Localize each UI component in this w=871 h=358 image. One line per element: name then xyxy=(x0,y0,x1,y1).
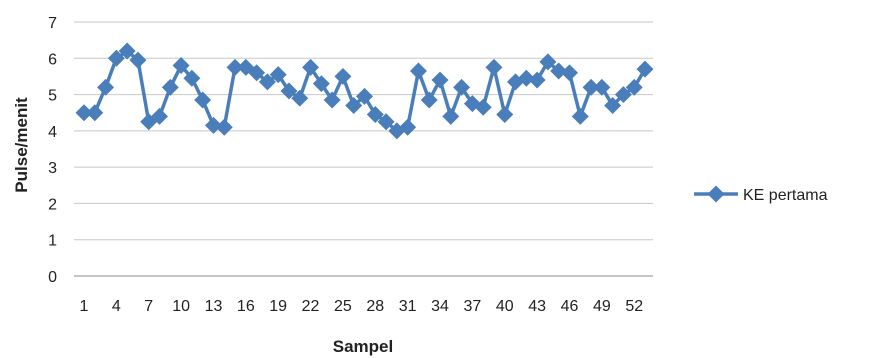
data-point xyxy=(528,71,546,89)
data-point xyxy=(409,62,427,80)
legend-marker xyxy=(707,185,725,203)
data-point xyxy=(604,96,622,114)
data-point xyxy=(323,91,341,109)
data-point xyxy=(474,98,492,116)
y-axis-title: Pulse/menit xyxy=(12,97,31,193)
legend-label: KE pertama xyxy=(743,187,828,204)
y-tick-label: 3 xyxy=(48,160,57,177)
data-point xyxy=(75,104,93,122)
data-point xyxy=(636,60,654,78)
x-axis-title: Sampel xyxy=(333,337,393,356)
x-tick-label: 46 xyxy=(561,298,579,315)
data-point xyxy=(571,107,589,125)
data-point xyxy=(248,64,266,82)
data-point xyxy=(582,78,600,96)
x-tick-label: 52 xyxy=(625,298,643,315)
y-tick-label: 7 xyxy=(48,15,57,32)
y-tick-label: 0 xyxy=(48,269,57,286)
data-point xyxy=(420,91,438,109)
data-point xyxy=(97,78,115,96)
y-tick-label: 5 xyxy=(48,88,57,105)
x-tick-label: 10 xyxy=(172,298,190,315)
x-axis-ticks: 1 4 7 10 13 16 19 22 25 28 31 34 37 40 43 46 49 52 xyxy=(80,298,644,315)
gridlines xyxy=(74,21,653,277)
x-tick-label: 49 xyxy=(593,298,611,315)
data-point xyxy=(151,107,169,125)
data-point xyxy=(345,96,363,114)
x-tick-label: 40 xyxy=(496,298,514,315)
data-point xyxy=(560,64,578,82)
data-point xyxy=(258,73,276,91)
x-tick-label: 37 xyxy=(463,298,481,315)
data-point xyxy=(377,113,395,131)
data-point xyxy=(496,106,514,124)
data-point xyxy=(312,75,330,93)
data-point xyxy=(269,66,287,84)
y-tick-label: 4 xyxy=(48,124,57,141)
y-tick-label: 1 xyxy=(48,233,57,250)
legend: KE pertama xyxy=(694,185,828,204)
data-point xyxy=(194,91,212,109)
data-point xyxy=(118,42,136,60)
x-tick-label: 28 xyxy=(366,298,384,315)
data-point xyxy=(399,118,417,136)
data-point xyxy=(593,78,611,96)
x-tick-label: 34 xyxy=(431,298,449,315)
data-point xyxy=(334,67,352,85)
data-point xyxy=(86,104,104,122)
x-tick-label: 4 xyxy=(112,298,121,315)
x-tick-label: 19 xyxy=(269,298,287,315)
data-point xyxy=(442,107,460,125)
series-markers xyxy=(75,42,654,140)
y-tick-label: 6 xyxy=(48,51,57,68)
data-point xyxy=(366,106,384,124)
x-tick-label: 43 xyxy=(528,298,546,315)
data-point xyxy=(291,89,309,107)
x-tick-label: 25 xyxy=(334,298,352,315)
data-point xyxy=(453,78,471,96)
x-tick-label: 16 xyxy=(237,298,255,315)
data-point xyxy=(625,78,643,96)
x-tick-label: 7 xyxy=(144,298,153,315)
data-point xyxy=(215,118,233,136)
y-axis-ticks: 0 1 2 3 4 5 6 7 xyxy=(48,15,57,286)
x-tick-label: 13 xyxy=(205,298,223,315)
data-point xyxy=(356,87,373,105)
data-point xyxy=(539,53,557,71)
data-point xyxy=(280,82,298,100)
data-point xyxy=(431,71,449,89)
data-point xyxy=(107,49,125,67)
data-point xyxy=(161,78,179,96)
x-tick-label: 31 xyxy=(399,298,417,315)
data-point xyxy=(517,69,535,87)
data-point xyxy=(183,69,201,87)
x-tick-label: 22 xyxy=(302,298,320,315)
x-tick-label: 1 xyxy=(80,298,89,315)
data-point xyxy=(485,58,503,76)
data-point xyxy=(550,62,568,80)
data-point xyxy=(614,86,632,104)
y-tick-label: 2 xyxy=(48,196,57,213)
